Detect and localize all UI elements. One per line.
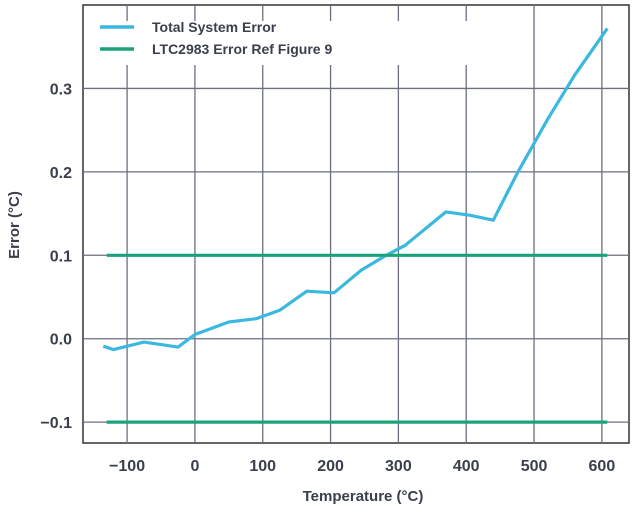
x-tick-label: 300 — [385, 458, 412, 475]
x-tick-label: 400 — [453, 458, 480, 475]
y-tick-label: 0.2 — [50, 165, 72, 182]
legend-label: Total System Error — [152, 19, 277, 35]
y-tick-label: 0.1 — [50, 248, 72, 265]
legend: Total System Error LTC2983 Error Ref Figu… — [100, 19, 488, 65]
x-tick-label: 600 — [589, 458, 616, 475]
legend-background — [108, 43, 488, 65]
legend-label: LTC2983 Error Ref Figure 9 — [152, 41, 332, 57]
legend-background — [108, 21, 488, 43]
y-tick-label: 0.3 — [50, 81, 72, 98]
x-tick-label: 100 — [249, 458, 276, 475]
plot-area — [82, 4, 630, 444]
y-tick-label: 0.0 — [50, 332, 72, 349]
x-tick-label: −100 — [109, 458, 145, 475]
y-axis-label: Error (°C) — [6, 191, 23, 259]
x-axis-label: Temperature (°C) — [303, 488, 424, 505]
series-layer — [102, 27, 609, 424]
total-system-error-line — [102, 27, 609, 352]
x-tick-label: 200 — [317, 458, 344, 475]
y-tick-label: −0.1 — [40, 415, 72, 432]
ticks-layer: −100 0 100 200 300 400 500 600 −0.1 0.0 0.1 0.2 0.3 — [40, 81, 615, 475]
x-tick-label: 0 — [190, 458, 199, 475]
x-tick-label: 500 — [521, 458, 548, 475]
